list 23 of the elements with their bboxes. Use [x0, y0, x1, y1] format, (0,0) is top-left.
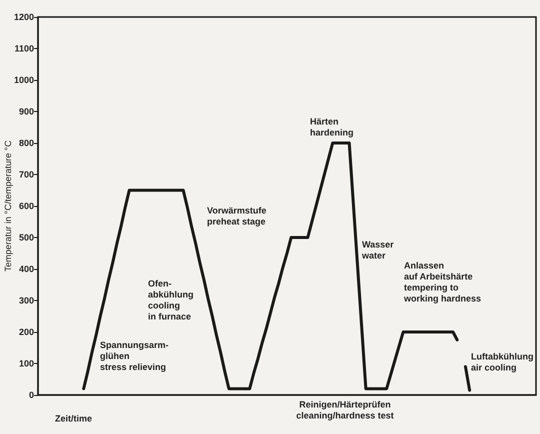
text: Reinigen/Härteprüfen cleaning/hardness test [296, 400, 394, 420]
annotation: Härten hardening [310, 116, 354, 138]
y-tick-label: 1200 [14, 12, 34, 22]
x-axis-title: Zeit/time [55, 414, 92, 424]
annotation: Ofen- abkühlung cooling in furnace [148, 278, 194, 322]
y-tick-label: 1100 [14, 44, 34, 54]
y-tick-label: 500 [18, 232, 34, 242]
y-tick-label: 900 [18, 106, 34, 116]
annotation: Luftabkühlung air cooling [471, 352, 534, 372]
y-tick-label: 600 [18, 201, 34, 211]
y-tick-label: 200 [18, 327, 34, 337]
y-tick-label: 800 [18, 138, 34, 148]
y-tick-label: 0 [28, 390, 34, 400]
annotation: Wasser water [361, 240, 394, 260]
y-tick-label: 1000 [14, 75, 34, 85]
y-tick-label: 100 [18, 358, 34, 368]
annotation: Spannungsarm- glühen stress relieving [100, 340, 169, 372]
y-tick-label: 400 [18, 264, 34, 274]
y-tick-label: 300 [18, 296, 34, 306]
annotation: Vorwärmstufe preheat stage [207, 206, 266, 226]
annotation: Anlassen auf Arbeitshärte tempering to working hardness [403, 260, 482, 304]
y-axis-title: Temperatur in °C/temperature °C [3, 140, 13, 272]
y-tick-label: 700 [18, 170, 34, 180]
